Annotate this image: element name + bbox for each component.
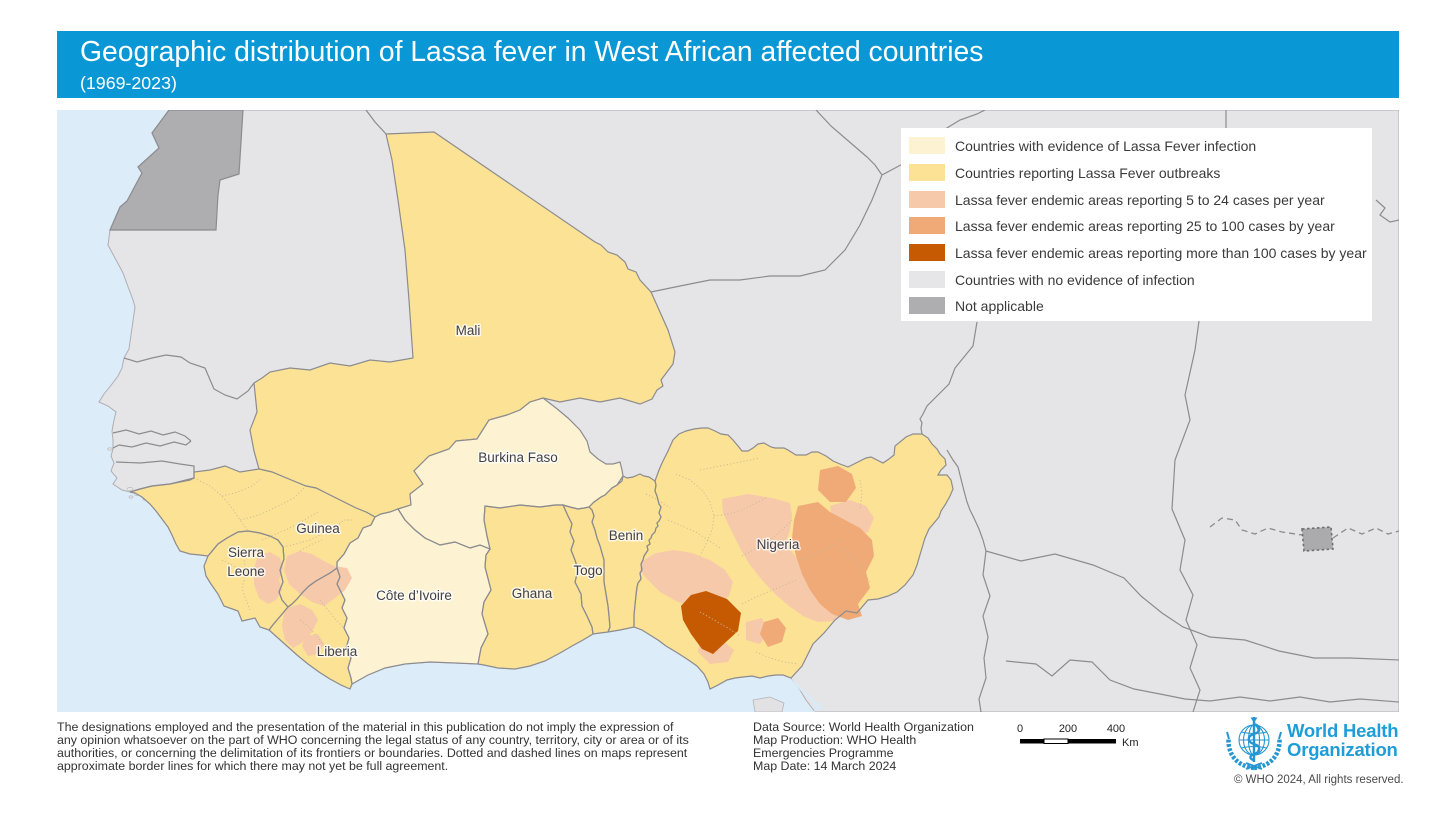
svg-text:Togo: Togo — [573, 563, 602, 578]
svg-text:Sierra: Sierra — [228, 545, 265, 560]
svg-text:Mali: Mali — [456, 323, 481, 338]
svg-text:Ghana: Ghana — [512, 586, 553, 601]
svg-text:Nigeria: Nigeria — [757, 537, 800, 552]
svg-text:Togo: Togo — [573, 563, 602, 578]
svg-text:Guinea: Guinea — [296, 521, 340, 536]
svg-text:Ghana: Ghana — [512, 586, 553, 601]
svg-text:Burkina Faso: Burkina Faso — [478, 450, 558, 465]
svg-text:0: 0 — [1017, 723, 1023, 735]
svg-text:Liberia: Liberia — [317, 644, 358, 659]
svg-text:Leone: Leone — [227, 564, 265, 579]
svg-text:400: 400 — [1107, 723, 1125, 735]
svg-text:Nigeria: Nigeria — [757, 537, 800, 552]
svg-text:Mali: Mali — [456, 323, 481, 338]
svg-text:200: 200 — [1059, 723, 1077, 735]
svg-text:Benin: Benin — [609, 528, 644, 543]
svg-text:Leone: Leone — [227, 564, 265, 579]
svg-text:Km: Km — [1122, 737, 1139, 749]
svg-text:Côte d’Ivoire: Côte d’Ivoire — [376, 588, 452, 603]
svg-text:Sierra: Sierra — [228, 545, 265, 560]
svg-text:Guinea: Guinea — [296, 521, 340, 536]
svg-text:Burkina Faso: Burkina Faso — [478, 450, 558, 465]
svg-text:Liberia: Liberia — [317, 644, 358, 659]
svg-text:Benin: Benin — [609, 528, 644, 543]
svg-text:Côte d’Ivoire: Côte d’Ivoire — [376, 588, 452, 603]
